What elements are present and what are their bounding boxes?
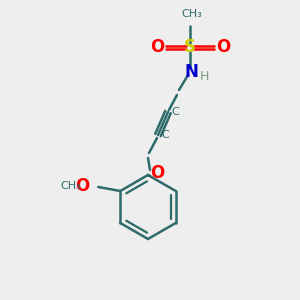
Text: H: H — [199, 70, 209, 83]
Text: CH₃: CH₃ — [60, 181, 81, 191]
Text: C: C — [161, 130, 169, 140]
Text: O: O — [150, 38, 164, 56]
Text: O: O — [75, 177, 89, 195]
Text: O: O — [216, 38, 230, 56]
Text: C: C — [171, 107, 179, 117]
Text: N: N — [184, 63, 198, 81]
Text: S: S — [184, 38, 196, 56]
Text: CH₃: CH₃ — [182, 9, 203, 19]
Text: O: O — [150, 164, 164, 182]
